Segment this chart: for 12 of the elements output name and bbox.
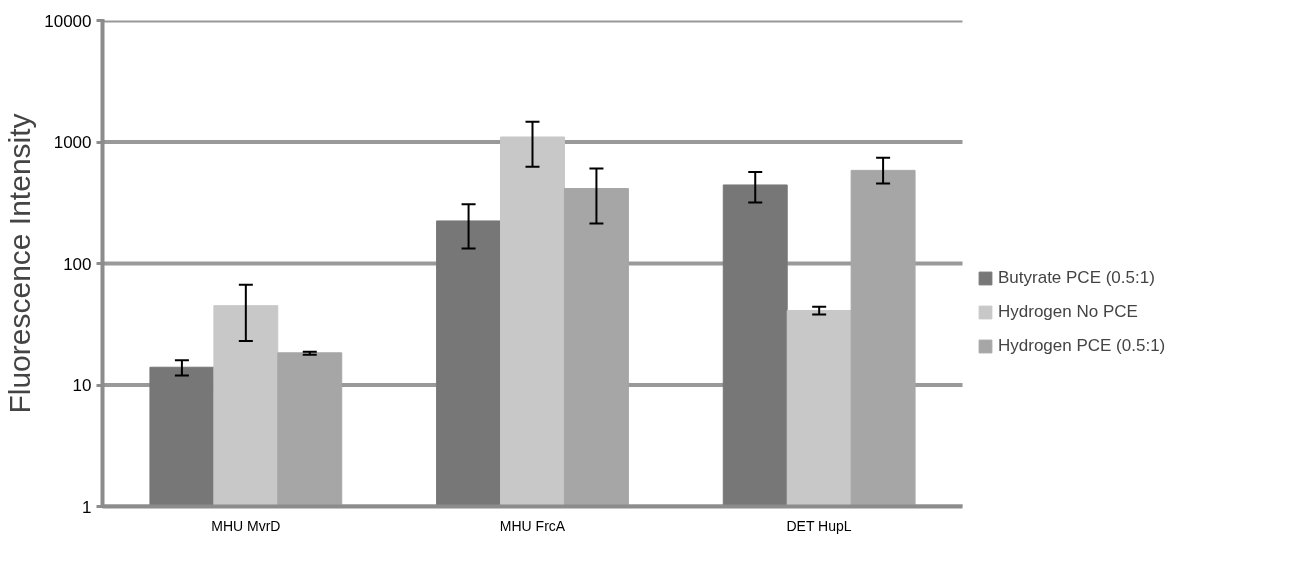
legend-label: Hydrogen No PCE [998, 302, 1138, 322]
y-tick-label: 10000 [44, 11, 92, 31]
x-tick-label: MHU MvrD [211, 517, 281, 534]
y-tick-label: 1000 [53, 133, 92, 152]
legend-label: Hydrogen PCE (0.5:1) [998, 336, 1166, 356]
y-tick-label: 10 [72, 376, 92, 395]
y-tick-label: 100 [63, 254, 92, 274]
legend-label: Butyrate PCE (0.5:1) [998, 268, 1155, 288]
y-axis-title: Fluorescence Intensity [3, 113, 37, 414]
x-tick-label: MHU FrcA [499, 517, 566, 534]
y-tick-label: 1 [82, 497, 92, 517]
x-tick-label: DET HupL [786, 517, 852, 534]
